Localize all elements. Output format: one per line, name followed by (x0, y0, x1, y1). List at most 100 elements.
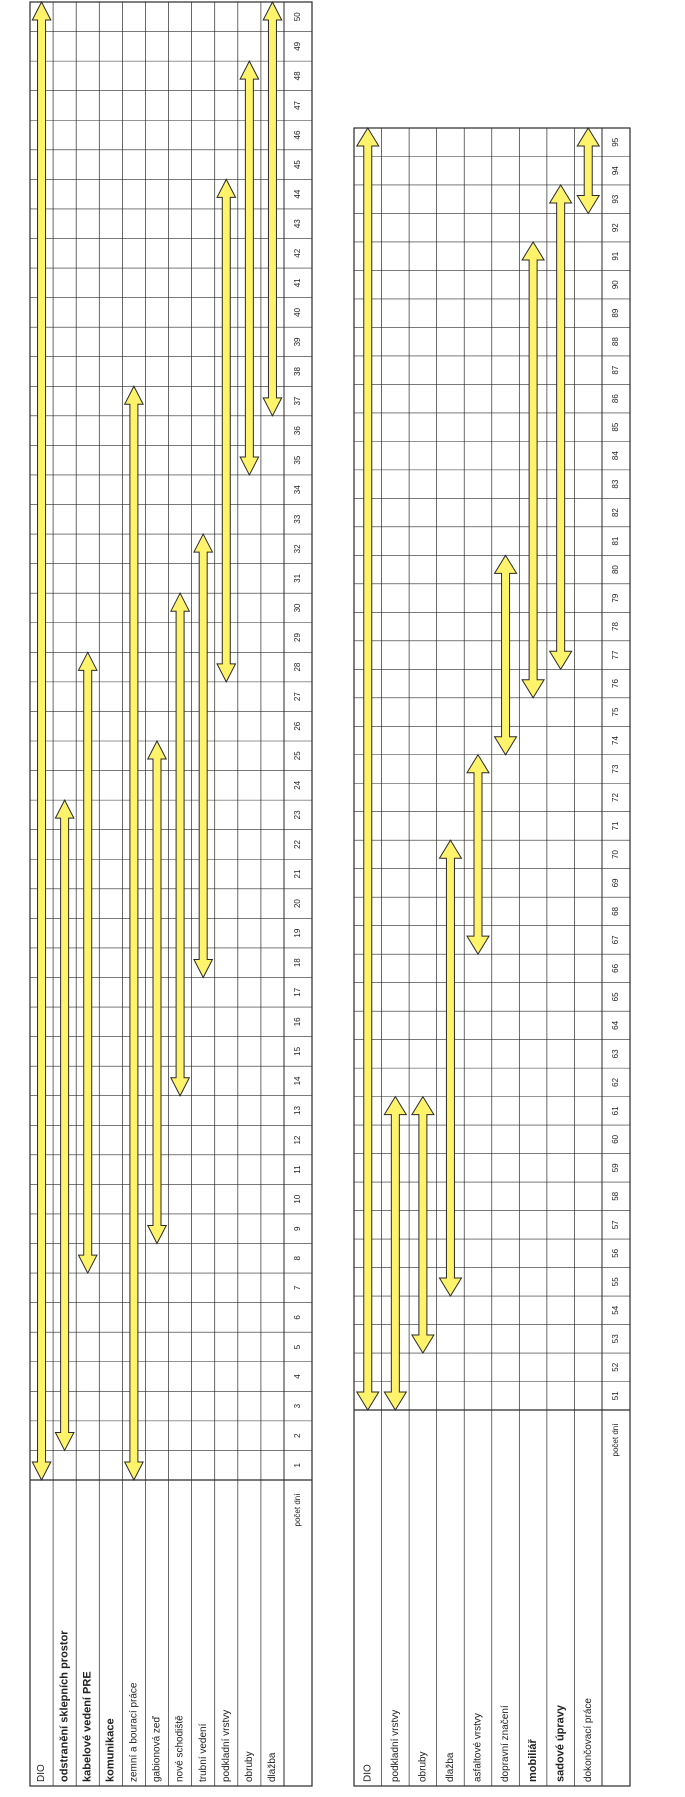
day-number: 59 (611, 1163, 620, 1172)
day-number: 8 (293, 1256, 302, 1261)
duration-arrow (239, 60, 260, 477)
day-number: 67 (611, 935, 620, 944)
day-number: 93 (611, 194, 620, 203)
day-number: 29 (293, 633, 302, 642)
day-number: 80 (611, 565, 620, 574)
day-number: 53 (611, 1334, 620, 1343)
day-number: 82 (611, 508, 620, 517)
day-number: 54 (611, 1305, 620, 1314)
row-label: dlažba (267, 1752, 278, 1782)
day-number: 94 (611, 166, 620, 175)
day-number: 13 (293, 1106, 302, 1115)
day-number: 9 (293, 1226, 302, 1231)
row-label: sadové úpravy (555, 1704, 567, 1782)
day-number: 27 (293, 692, 302, 701)
row-label: obruby (244, 1751, 255, 1782)
header-label: počet dní (611, 1423, 620, 1457)
row-label: dokončovací práce (583, 1698, 594, 1782)
day-number: 79 (611, 593, 620, 602)
day-number: 31 (293, 573, 302, 582)
day-number: 22 (293, 839, 302, 848)
day-number: 26 (293, 721, 302, 730)
day-number: 78 (611, 622, 620, 631)
day-number: 95 (611, 137, 620, 146)
row-label: komunikace (105, 1718, 117, 1782)
day-number: 77 (611, 650, 620, 659)
row-label: obruby (418, 1751, 429, 1782)
duration-arrow (193, 532, 214, 979)
day-number: 49 (293, 41, 302, 50)
day-number: 85 (611, 422, 620, 431)
day-number: 83 (611, 479, 620, 488)
row-label: podkladní vrstvy (221, 1710, 232, 1782)
day-number: 24 (293, 780, 302, 789)
day-number: 44 (293, 189, 302, 198)
day-number: 12 (293, 1135, 302, 1144)
day-number: 38 (293, 367, 302, 376)
day-number: 72 (611, 792, 620, 801)
duration-arrow (216, 178, 237, 683)
day-number: 28 (293, 662, 302, 671)
duration-arrow (466, 753, 490, 956)
day-number: 84 (611, 451, 620, 460)
day-number: 30 (293, 603, 302, 612)
gantt-chart-1: 1234567891011121314151617181920212223242… (29, 0, 313, 1787)
row-label: dopravní značení (500, 1705, 511, 1782)
duration-arrow (77, 651, 98, 1275)
day-number: 62 (611, 1077, 620, 1086)
duration-arrow (493, 554, 518, 756)
day-number: 56 (611, 1248, 620, 1257)
day-number: 88 (611, 337, 620, 346)
row-label: trubní vedení (198, 1723, 209, 1782)
day-number: 69 (611, 878, 620, 887)
day-number: 47 (293, 100, 302, 109)
day-number: 63 (611, 1049, 620, 1058)
row-label: zemní a bourací práce (129, 1682, 140, 1782)
duration-arrow (31, 0, 52, 1482)
row-label: DIO (36, 1764, 47, 1782)
day-number: 68 (611, 906, 620, 915)
day-number: 10 (293, 1194, 302, 1203)
day-number: 58 (611, 1191, 620, 1200)
day-number: 42 (293, 248, 302, 257)
duration-arrow (54, 799, 75, 1452)
day-number: 5 (293, 1344, 302, 1349)
day-number: 91 (611, 251, 620, 260)
row-label: nové schodiště (175, 1715, 186, 1782)
day-number: 76 (611, 679, 620, 688)
duration-arrow (438, 839, 463, 1298)
day-number: 65 (611, 992, 620, 1001)
duration-arrow (170, 592, 191, 1097)
day-number: 21 (293, 869, 302, 878)
day-number: 25 (293, 751, 302, 760)
row-label: mobiliář (527, 1738, 539, 1782)
day-number: 19 (293, 928, 302, 937)
day-number: 3 (293, 1403, 302, 1408)
gantt-chart-2: 51 52 53 54 55 56 57 58 59 60 61 62 63 64 65 66 67 68 69 70… (353, 127, 631, 1787)
day-number: 20 (293, 899, 302, 908)
day-number: 64 (611, 1020, 620, 1029)
duration-arrow (576, 127, 601, 215)
day-number: 92 (611, 223, 620, 232)
day-number: 71 (611, 821, 620, 830)
day-number: 7 (293, 1285, 302, 1290)
duration-arrow (521, 240, 546, 699)
day-number: 75 (611, 707, 620, 716)
day-number: 55 (611, 1277, 620, 1286)
day-number: 45 (293, 160, 302, 169)
day-number: 46 (293, 130, 302, 139)
duration-arrow (383, 1095, 408, 1411)
day-number: 81 (611, 536, 620, 545)
day-number: 70 (611, 849, 620, 858)
row-label: DIO (362, 1764, 373, 1782)
duration-arrow (548, 184, 573, 671)
day-number: 50 (293, 12, 302, 21)
day-number: 74 (611, 736, 620, 745)
duration-arrow (410, 1095, 435, 1354)
day-number: 89 (611, 308, 620, 317)
day-number: 86 (611, 394, 620, 403)
day-number: 34 (293, 485, 302, 494)
day-number: 16 (293, 1017, 302, 1026)
